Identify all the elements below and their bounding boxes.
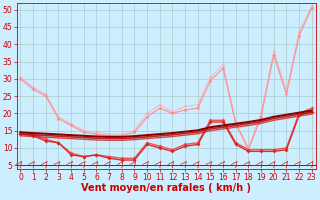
X-axis label: Vent moyen/en rafales ( km/h ): Vent moyen/en rafales ( km/h ) xyxy=(81,183,251,193)
